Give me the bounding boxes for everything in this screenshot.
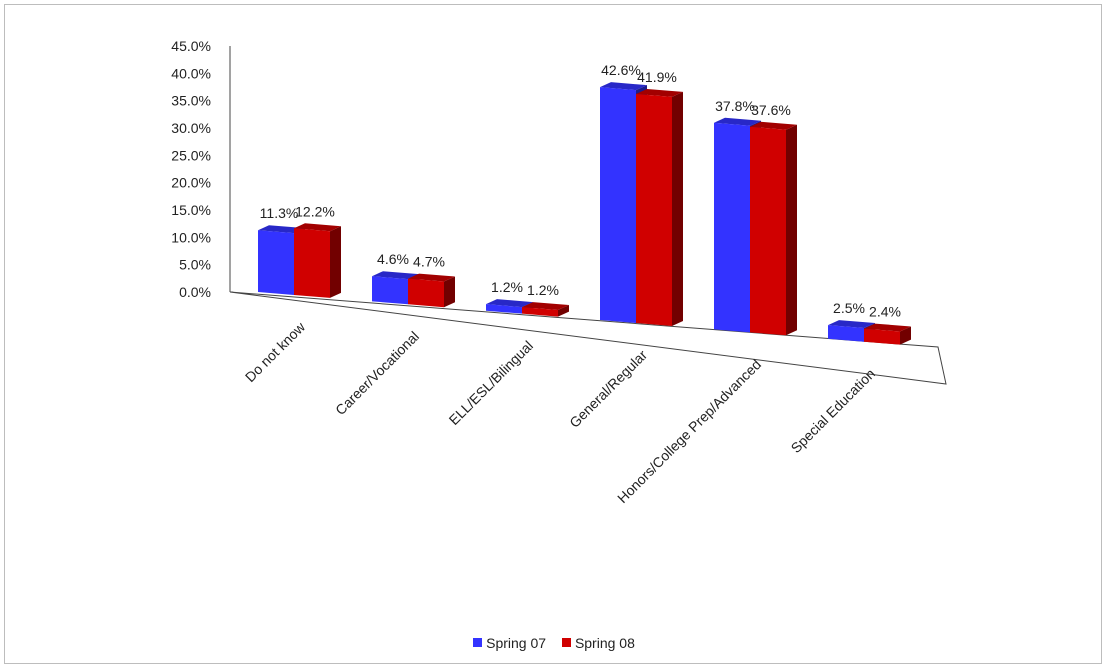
- bar-top: [522, 302, 569, 311]
- bar-front: [714, 122, 750, 333]
- bar-front: [828, 325, 864, 342]
- bar-top: [750, 121, 797, 130]
- data-label: 12.2%: [295, 203, 335, 219]
- legend-label-spring-07: Spring 07: [486, 634, 547, 651]
- data-label: 37.6%: [751, 102, 791, 118]
- y-tick-label: 0.0%: [179, 284, 211, 300]
- bar-top: [714, 117, 761, 126]
- bar-front: [600, 87, 636, 323]
- bar-side: [672, 91, 683, 326]
- bar-side: [558, 305, 569, 317]
- data-label: 41.9%: [637, 69, 677, 85]
- bar-top: [372, 271, 419, 280]
- data-label: 42.6%: [601, 62, 641, 78]
- bar-top: [864, 323, 911, 332]
- bar-side: [786, 124, 797, 336]
- bar-top: [408, 273, 455, 282]
- bar-front: [372, 276, 408, 305]
- bar-spring-08-4: [636, 88, 683, 326]
- bar-spring-08-5: [750, 121, 797, 336]
- y-tick-label: 10.0%: [171, 229, 211, 245]
- y-tick-label: 15.0%: [171, 202, 211, 218]
- bar-spring-08-6: [864, 323, 911, 345]
- bar-top: [486, 299, 533, 308]
- bar-top: [600, 82, 647, 91]
- data-label: 1.2%: [527, 282, 559, 298]
- bar-front: [750, 126, 786, 336]
- bar-top: [258, 225, 305, 234]
- data-label: 2.5%: [833, 300, 865, 316]
- data-label: 37.8%: [715, 98, 755, 114]
- y-tick-label: 45.0%: [171, 38, 211, 54]
- bar-spring-08-1: [294, 223, 341, 298]
- data-label: 4.6%: [377, 251, 409, 267]
- bar-top: [294, 223, 341, 232]
- bar-front: [636, 93, 672, 326]
- y-tick-label: 25.0%: [171, 147, 211, 163]
- bar-spring-08-2: [408, 273, 455, 308]
- legend-swatch-spring-07: [473, 638, 483, 647]
- legend-label-spring-08: Spring 08: [574, 634, 635, 651]
- category-label: Honors/College Prep/Advanced: [614, 356, 764, 506]
- category-label: General/Regular: [566, 347, 650, 431]
- category-label: Do not know: [242, 318, 309, 385]
- bar-front: [486, 304, 522, 314]
- bar-side: [900, 326, 911, 345]
- y-tick-label: 40.0%: [171, 65, 211, 81]
- legend: Spring 07 Spring 08: [0, 634, 1108, 651]
- category-label: Special Education: [788, 365, 879, 456]
- floor-outline: [229, 291, 947, 385]
- legend-item-spring-07: Spring 07: [473, 635, 546, 651]
- bar-front: [258, 230, 294, 295]
- data-label: 11.3%: [260, 205, 299, 221]
- data-label: 2.4%: [869, 304, 901, 320]
- bar-top: [636, 88, 683, 97]
- y-tick-label: 20.0%: [171, 175, 211, 191]
- legend-swatch-spring-08: [561, 638, 571, 647]
- data-label: 4.7%: [413, 254, 445, 270]
- y-tick-label: 5.0%: [179, 257, 211, 273]
- bar-front: [294, 228, 330, 298]
- category-label: Career/Vocational: [332, 328, 422, 418]
- bar-top: [828, 320, 875, 329]
- data-label: 1.2%: [491, 279, 523, 295]
- bar-spring-08-3: [522, 302, 569, 317]
- y-tick-label: 30.0%: [171, 120, 211, 136]
- category-label: ELL/ESL/Bilingual: [446, 337, 537, 428]
- legend-item-spring-08: Spring 08: [561, 634, 635, 651]
- bar-side: [444, 276, 455, 308]
- bar-side: [330, 226, 341, 298]
- bar-front: [522, 307, 558, 317]
- bar-front: [408, 278, 444, 308]
- bar-front: [864, 328, 900, 345]
- y-tick-label: 35.0%: [171, 93, 211, 109]
